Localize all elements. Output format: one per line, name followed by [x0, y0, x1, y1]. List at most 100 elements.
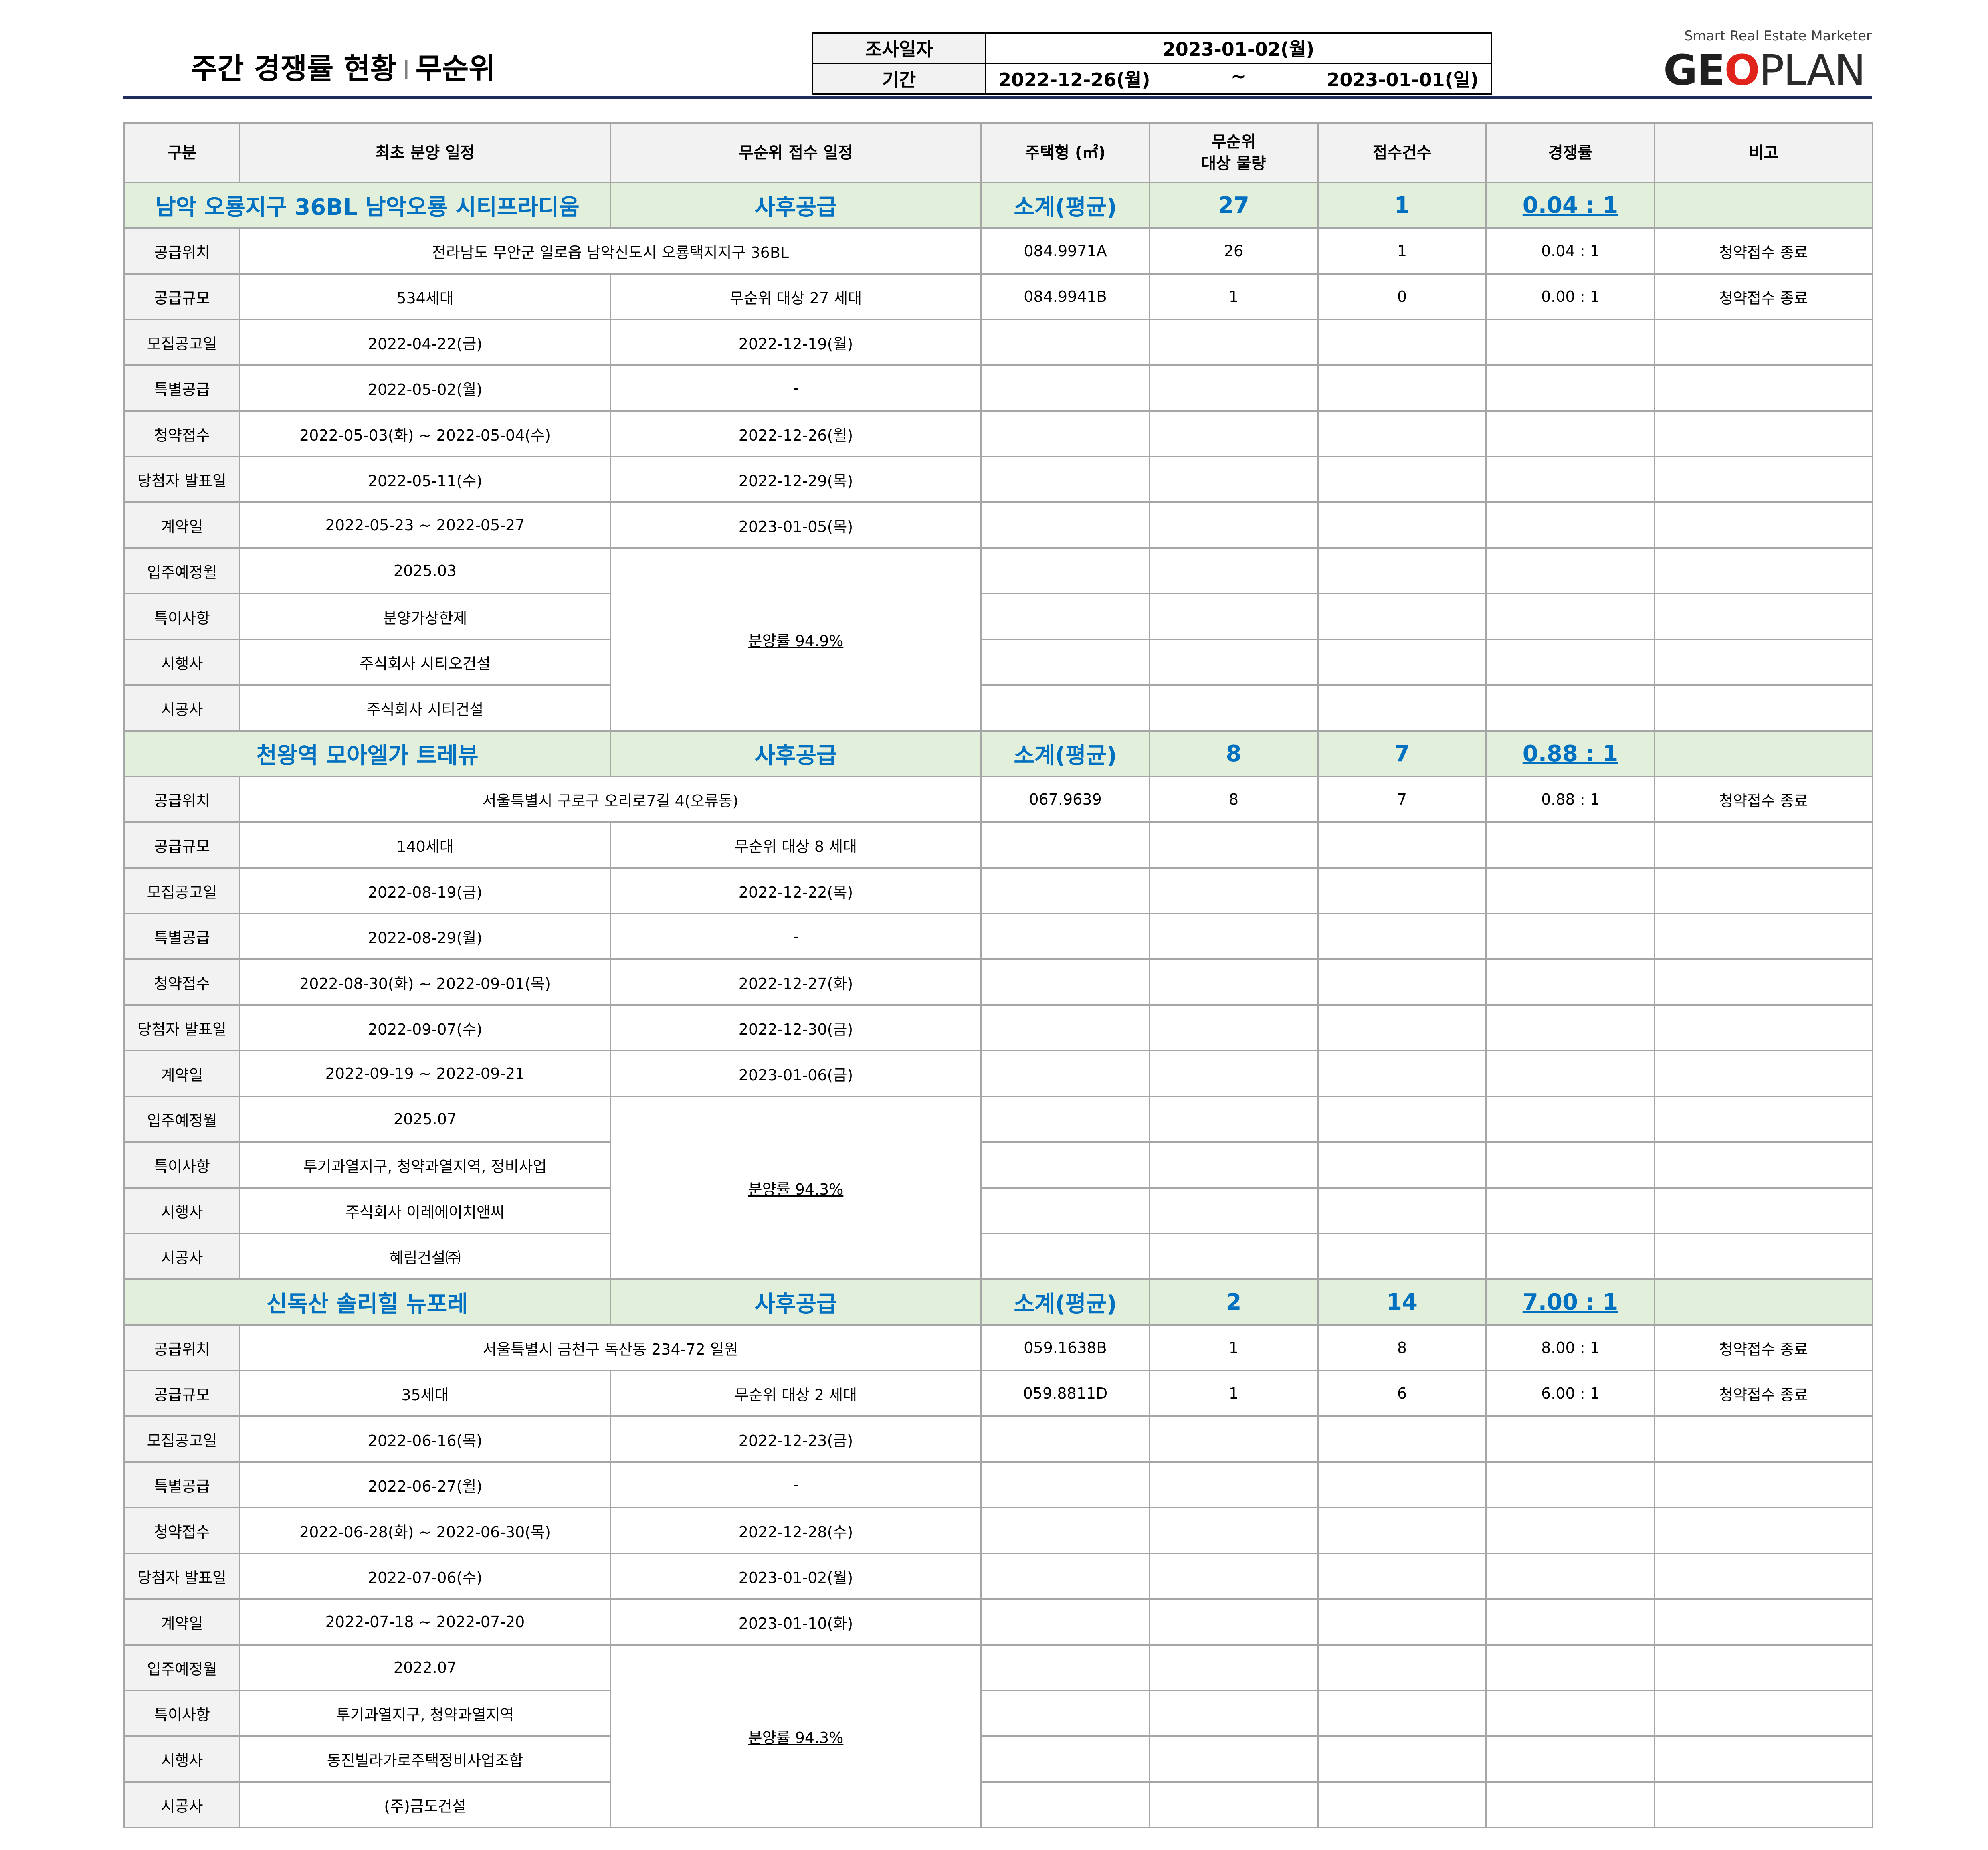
row-label: 계약일 [123, 501, 240, 549]
unranked-schedule-cell: 2022-12-26(월) [610, 410, 982, 457]
rate-cell [1485, 1735, 1655, 1783]
table-row: 입주예정월 2025.07 분양률 94.3% [123, 1096, 1873, 1280]
initial-schedule-cell: 2022-05-02(월) [239, 364, 611, 412]
housing-type-cell [980, 1507, 1150, 1554]
row-label: 특별공급 [123, 913, 240, 960]
applications-cell [1317, 639, 1487, 686]
period-to: 2023-01-01(일) [1327, 69, 1479, 91]
table-row: 모집공고일 2022-04-22(금) 2022-12-19(월) [123, 319, 1873, 366]
rate-cell: 6.00 : 1 [1485, 1370, 1655, 1417]
remarks-cell [1654, 1690, 1873, 1737]
rate-cell [1485, 821, 1655, 869]
units-cell [1149, 319, 1319, 366]
remarks-cell [1654, 958, 1873, 1006]
row-label: 시공사 [123, 1781, 240, 1828]
row-label: 당첨자 발표일 [123, 1004, 240, 1051]
section-name: 신독산 솔리힐 뉴포레 [123, 1278, 611, 1326]
subtotal-remarks [1654, 730, 1873, 777]
applications-cell: 8 [1317, 1324, 1487, 1371]
section-supply-type: 사후공급 [610, 182, 982, 229]
table-row: 공급규모 140세대 무순위 대상 8 세대 [123, 821, 1873, 869]
units-cell [1149, 1735, 1319, 1783]
applications-cell: 6 [1317, 1370, 1487, 1417]
table-header-row: 구분 최초 분양 일정 무순위 접수 일정 주택형 (㎡) 무순위 대상 물량 … [123, 122, 1873, 183]
competition-table: 구분 최초 분양 일정 무순위 접수 일정 주택형 (㎡) 무순위 대상 물량 … [123, 122, 1873, 1828]
page-title-main: 주간 경쟁률 현황 [191, 52, 397, 85]
period-value: 2022-12-26(월) ~ 2023-01-01(일) [985, 63, 1492, 95]
initial-schedule-cell: 2025.07 [239, 1096, 611, 1143]
initial-schedule-cell: 2022-09-07(수) [239, 1004, 611, 1051]
initial-schedule-cell: 2022-07-18 ~ 2022-07-20 [239, 1598, 611, 1646]
units-cell [1149, 867, 1319, 914]
units-cell [1149, 1781, 1319, 1828]
applications-cell [1317, 1050, 1487, 1097]
remarks-cell: 청약접수 종료 [1654, 1370, 1873, 1417]
table-row: 특별공급 2022-05-02(월) - [123, 364, 1873, 412]
row-label: 당첨자 발표일 [123, 456, 240, 503]
sales-rate-value: 분양률 94.9% [748, 632, 844, 650]
initial-schedule-cell: 2022-08-30(화) ~ 2022-09-01(목) [239, 958, 611, 1006]
logo-letter-o: O [1724, 46, 1760, 95]
initial-schedule-cell: 2022-08-29(월) [239, 913, 611, 960]
rate-cell [1485, 1553, 1655, 1600]
remarks-cell [1654, 319, 1873, 366]
row-label: 입주예정월 [123, 1644, 240, 1691]
unranked-schedule-cell: 2022-12-22(목) [610, 867, 982, 914]
remarks-cell [1654, 1187, 1873, 1234]
remarks-cell: 청약접수 종료 [1654, 1324, 1873, 1371]
housing-type-cell [980, 867, 1150, 914]
subtotal-label: 소계(평균) [980, 1278, 1150, 1326]
rate-cell [1485, 1461, 1655, 1508]
applications-cell [1317, 1507, 1487, 1554]
initial-schedule-cell: 2022-06-27(월) [239, 1461, 611, 1508]
survey-info-table: 조사일자 2023-01-02(월) 기간 2022-12-26(월) ~ 20… [812, 32, 1492, 95]
subtotal-rate: 0.04 : 1 [1485, 182, 1655, 229]
row-label: 공급규모 [123, 273, 240, 320]
remarks-cell: 청약접수 종료 [1654, 273, 1873, 320]
row-label: 시행사 [123, 1735, 240, 1783]
housing-type-cell [980, 1690, 1150, 1737]
housing-type-cell [980, 684, 1150, 732]
sales-rate-value: 분양률 94.3% [748, 1180, 844, 1198]
row-label: 특이사항 [123, 1690, 240, 1737]
remarks-cell [1654, 1233, 1873, 1280]
unranked-schedule-cell: 2022-12-23(금) [610, 1415, 982, 1463]
housing-type-cell [980, 958, 1150, 1006]
remarks-cell [1654, 1735, 1873, 1783]
row-label: 입주예정월 [123, 1096, 240, 1143]
units-cell: 26 [1149, 227, 1319, 275]
housing-type-cell [980, 1598, 1150, 1646]
remarks-cell [1654, 1096, 1873, 1143]
remarks-cell [1654, 821, 1873, 869]
remarks-cell [1654, 410, 1873, 457]
initial-schedule-cell: 35세대 [239, 1370, 611, 1417]
row-label: 시공사 [123, 1233, 240, 1280]
housing-type-cell [980, 547, 1150, 594]
remarks-cell [1654, 1141, 1873, 1189]
initial-schedule-cell: 2022-09-19 ~ 2022-09-21 [239, 1050, 611, 1097]
logo-plan: PLAN [1759, 46, 1866, 95]
rate-cell [1485, 1690, 1655, 1737]
housing-type-cell [980, 501, 1150, 549]
rate-cell [1485, 1141, 1655, 1189]
sales-rate-cell: 분양률 94.9% [610, 547, 982, 732]
row-label: 공급위치 [123, 1324, 240, 1371]
page-title: 주간 경쟁률 현황 I 무순위 [191, 45, 495, 87]
table-row: 입주예정월 2025.03 분양률 94.9% [123, 547, 1873, 732]
applications-cell [1317, 867, 1487, 914]
table-row: 공급위치 서울특별시 금천구 독산동 234-72 일원 059.1638B 1 8 8.… [123, 1324, 1873, 1371]
applications-cell [1317, 1690, 1487, 1737]
table-row: 시행사 동진빌라가로주택정비사업조합 [123, 1735, 1873, 1783]
section-header-row: 천왕역 모아엘가 트레뷰 사후공급 소계(평균) 8 7 0.88 : 1 [123, 730, 1873, 777]
unranked-schedule-cell: - [610, 1461, 982, 1508]
housing-type-cell [980, 1141, 1150, 1189]
geoplan-logo: Smart Real Estate Marketer GEOPLAN [1663, 28, 1872, 95]
units-cell [1149, 1507, 1319, 1554]
table-row: 청약접수 2022-06-28(화) ~ 2022-06-30(목) 2022-12… [123, 1507, 1873, 1554]
row-label: 청약접수 [123, 958, 240, 1006]
applications-cell [1317, 1004, 1487, 1051]
rate-cell [1485, 1598, 1655, 1646]
remarks-cell [1654, 913, 1873, 960]
table-row: 청약접수 2022-05-03(화) ~ 2022-05-04(수) 2022-12… [123, 410, 1873, 457]
unranked-schedule-cell: 2023-01-05(목) [610, 501, 982, 549]
